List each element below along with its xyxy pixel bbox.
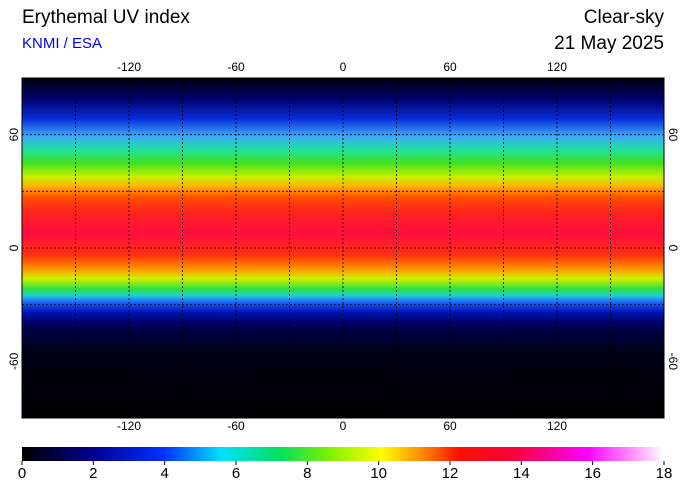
date: 21 May 2025	[554, 33, 664, 54]
y-tick-label: 0	[7, 244, 21, 251]
colorbar	[22, 447, 664, 461]
grid	[22, 78, 664, 418]
mode: Clear-sky	[584, 7, 665, 28]
y-tick-label: -60	[7, 352, 21, 370]
colorbar-tick-label: 12	[442, 465, 459, 482]
colorbar-tick-label: 6	[232, 465, 240, 482]
x-tick-label: -60	[227, 419, 245, 433]
colorbar-tick-label: 4	[160, 465, 168, 482]
map-frame	[21, 77, 665, 419]
colorbar-tick-label: 2	[89, 465, 97, 482]
y-tick-label: -60	[666, 353, 680, 371]
colorbar-tick-label: 8	[303, 465, 311, 482]
y-tick-label: 60	[7, 128, 21, 142]
x-tick-label: 0	[340, 419, 347, 433]
x-tick-label: -120	[117, 60, 141, 74]
title: Erythemal UV index	[22, 7, 190, 28]
source: KNMI / ESA	[22, 35, 102, 52]
colorbar-tick-label: 18	[656, 465, 673, 482]
x-tick-label: -120	[117, 419, 141, 433]
x-tick-label: 60	[443, 419, 457, 433]
x-tick-label: 60	[443, 60, 457, 74]
colorbar-tick-label: 16	[584, 465, 601, 482]
x-tick-label: 120	[547, 60, 567, 74]
x-tick-label: 0	[340, 60, 347, 74]
colorbar-tick-label: 0	[18, 465, 26, 482]
x-tick-label: 120	[547, 419, 567, 433]
colorbar-tick-label: 14	[513, 465, 530, 482]
y-tick-label: 60	[666, 128, 680, 142]
colorbar-tick-label: 10	[370, 465, 387, 482]
y-tick-label: 0	[666, 245, 680, 252]
x-tick-label: -60	[227, 60, 245, 74]
